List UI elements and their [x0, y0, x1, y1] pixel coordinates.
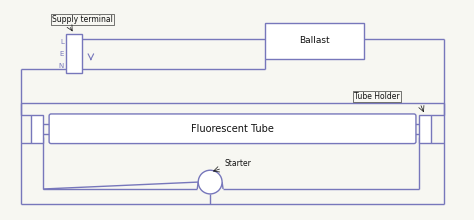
- Circle shape: [198, 170, 222, 194]
- FancyBboxPatch shape: [49, 114, 416, 144]
- Text: Ballast: Ballast: [299, 36, 330, 45]
- Text: Starter: Starter: [224, 159, 251, 168]
- Bar: [265, 23, 364, 59]
- Text: Supply terminal: Supply terminal: [52, 15, 113, 24]
- Text: L: L: [60, 39, 64, 45]
- Bar: [31, 115, 43, 143]
- Text: N: N: [59, 62, 64, 69]
- Bar: [66, 34, 82, 73]
- Text: E: E: [60, 51, 64, 57]
- Text: Fluorescent Tube: Fluorescent Tube: [191, 124, 274, 134]
- Bar: [419, 115, 431, 143]
- Text: Tube Holder: Tube Holder: [354, 92, 400, 101]
